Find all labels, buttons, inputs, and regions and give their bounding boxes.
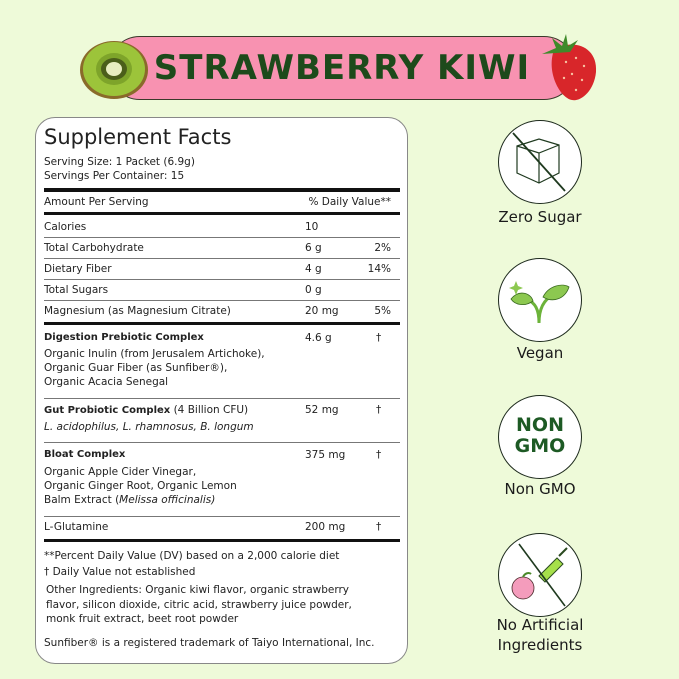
blend-name: Bloat Complex bbox=[44, 449, 126, 460]
badge-label: Non GMO bbox=[504, 480, 576, 498]
blend-ingredient: Organic Apple Cider Vinegar, bbox=[44, 466, 197, 478]
non-gmo-icon-text: NON bbox=[516, 414, 564, 436]
supplement-facts-panel bbox=[35, 117, 408, 664]
amount-header: Amount Per Serving bbox=[44, 196, 149, 208]
strawberry-image bbox=[542, 34, 597, 101]
serving-size: Serving Size: 1 Packet (6.9g) bbox=[44, 156, 195, 168]
blend-ingredient: Organic Acacia Senegal bbox=[44, 376, 169, 388]
blend-ingredient: L. acidophilus, L. rhamnosus, B. longum bbox=[44, 421, 254, 433]
other-ingredients: monk fruit extract, beet root powder bbox=[46, 613, 239, 625]
no-artificial-icon bbox=[498, 533, 582, 617]
nutrient-amount: 10 bbox=[305, 221, 319, 233]
nutrient-name: Total Carbohydrate bbox=[44, 242, 144, 254]
nutrient-amount: 20 mg bbox=[305, 305, 339, 317]
blend-name: Gut Probiotic Complex bbox=[44, 405, 171, 416]
badge-label-line: No Artificial bbox=[496, 616, 584, 634]
blend-dv: † bbox=[376, 449, 382, 461]
footnote-dagger: † Daily Value not established bbox=[44, 566, 196, 578]
badge-label-line: Ingredients bbox=[497, 636, 583, 654]
nutrient-name: Magnesium (as Magnesium Citrate) bbox=[44, 305, 231, 317]
divider bbox=[44, 539, 400, 542]
other-ingredients: flavor, silicon dioxide, citric acid, st… bbox=[46, 599, 352, 611]
blend-cfu: (4 Billion CFU) bbox=[170, 404, 249, 416]
nutrient-dv: 5% bbox=[374, 305, 391, 317]
blend-dv: † bbox=[376, 404, 382, 416]
blend-amount: 200 mg bbox=[305, 521, 346, 533]
nutrient-amount: 0 g bbox=[305, 284, 322, 296]
blend-ingredient-latin: Melissa officinalis) bbox=[119, 494, 216, 506]
flavor-title: STRAWBERRY KIWI bbox=[153, 48, 531, 88]
blend-ingredient: Organic Inulin (from Jerusalem Artichoke… bbox=[44, 348, 265, 360]
flavor-banner bbox=[108, 36, 576, 100]
nutrient-amount: 4 g bbox=[305, 263, 322, 275]
blend-dv: † bbox=[376, 521, 382, 533]
dv-header: % Daily Value** bbox=[308, 196, 391, 208]
non-gmo-icon: NON GMO bbox=[498, 395, 582, 479]
nutrient-name: Calories bbox=[44, 221, 87, 233]
blend-dv: † bbox=[376, 332, 382, 344]
blend-amount: 52 mg bbox=[305, 404, 339, 416]
servings-per-container: Servings Per Container: 15 bbox=[44, 170, 185, 182]
kiwi-image bbox=[80, 41, 148, 99]
blend-ingredient: Organic Guar Fiber (as Sunfiber®), bbox=[44, 362, 228, 374]
badge-label: Zero Sugar bbox=[498, 208, 582, 226]
blend-amount: 4.6 g bbox=[305, 332, 332, 344]
blend-amount: 375 mg bbox=[305, 449, 346, 461]
blend-name: L-Glutamine bbox=[44, 521, 109, 533]
nutrient-amount: 6 g bbox=[305, 242, 322, 254]
non-gmo-icon-text: GMO bbox=[514, 435, 566, 457]
badge-label: Vegan bbox=[516, 344, 564, 362]
other-ingredients: Other Ingredients: Organic kiwi flavor, … bbox=[46, 584, 350, 596]
nutrient-dv: 14% bbox=[367, 263, 391, 275]
nutrient-name: Total Sugars bbox=[44, 284, 109, 296]
blend-ingredient: Organic Ginger Root, Organic Lemon bbox=[44, 480, 237, 492]
nutrient-name: Dietary Fiber bbox=[44, 263, 112, 275]
footnote-dv: **Percent Daily Value (DV) based on a 2,… bbox=[44, 550, 340, 562]
nutrient-dv: 2% bbox=[374, 242, 391, 254]
divider bbox=[44, 188, 400, 192]
zero-sugar-icon bbox=[498, 120, 582, 204]
blend-name: Digestion Prebiotic Complex bbox=[44, 332, 204, 343]
badge-label: No Artificial Ingredients bbox=[470, 615, 610, 655]
blend-ingredient: Balm Extract ( bbox=[44, 494, 120, 506]
divider bbox=[44, 322, 400, 325]
vegan-sprout-icon bbox=[498, 258, 582, 342]
facts-title: Supplement Facts bbox=[44, 125, 232, 149]
trademark-note: Sunfiber® is a registered trademark of T… bbox=[44, 637, 375, 649]
divider bbox=[44, 212, 400, 215]
